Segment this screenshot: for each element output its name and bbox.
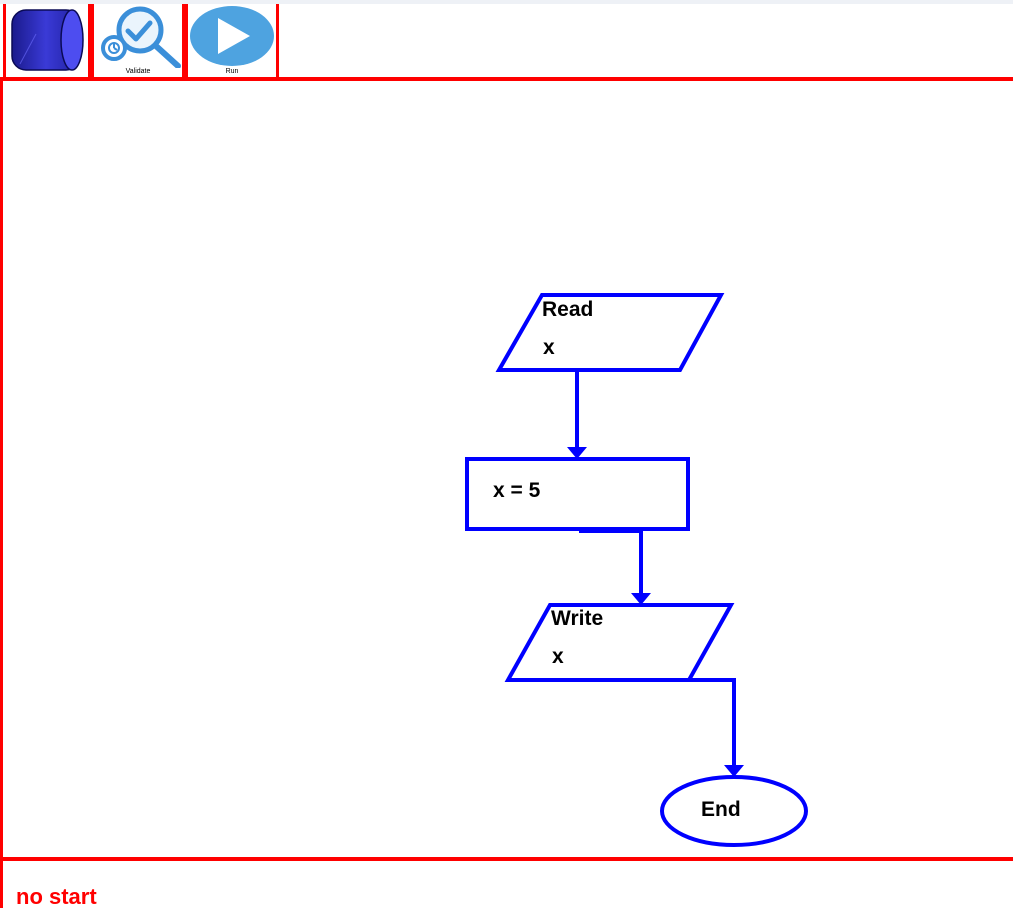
assign-text: x = 5 [493,479,541,502]
toolbar-bottom-border [0,77,1013,81]
run-icon [190,6,274,66]
read-keyword: Read [542,298,594,321]
end-text: End [701,798,741,821]
validate-label: Validate [125,68,151,75]
write-keyword: Write [551,607,604,630]
validate-button[interactable]: Validate [91,4,185,77]
arrowhead-write [631,593,651,605]
run-label: Run [225,68,239,75]
status-message: no start [16,884,97,908]
arrowhead-assign [567,447,587,459]
arrowhead-end [724,765,744,777]
validate-icon [101,6,181,68]
end-node[interactable] [660,775,808,847]
toolbar: Validate Run [0,4,1013,77]
flowchart-diagram [465,293,808,847]
run-button[interactable]: Run [185,4,279,77]
left-border [0,77,3,908]
write-node[interactable] [504,603,735,682]
window-top-strip [0,0,1013,4]
flowchart-canvas[interactable]: Read x x = 5 Write x End [3,81,1013,857]
write-variable: x [552,645,564,668]
canvas-bottom-border [0,857,1013,861]
assign-node[interactable] [465,457,690,531]
cylinder-button[interactable] [3,4,91,77]
read-variable: x [543,336,555,359]
cylinder-icon [11,9,84,71]
read-node[interactable] [495,293,725,372]
